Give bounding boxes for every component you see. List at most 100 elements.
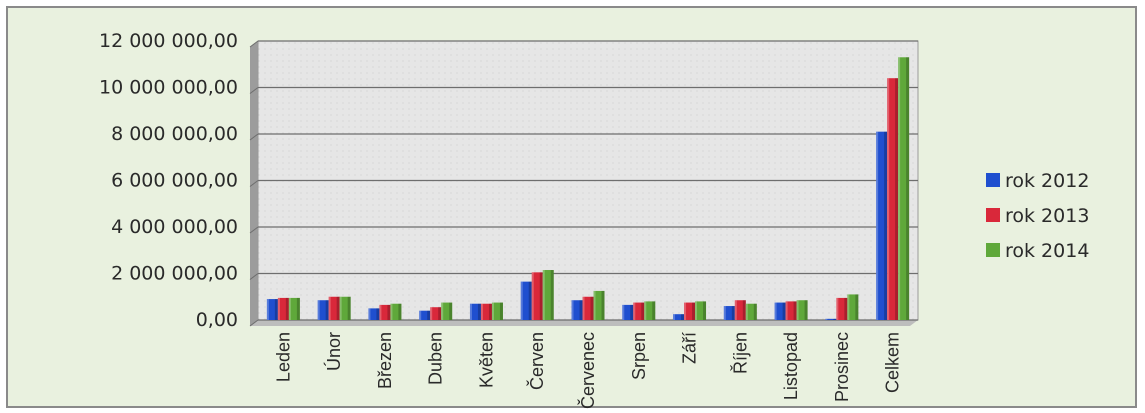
- bar-shade: [427, 310, 431, 320]
- bar-shade: [804, 300, 808, 320]
- bar-highlight: [582, 296, 585, 320]
- bar-front: [774, 302, 786, 320]
- bar-front: [745, 303, 757, 320]
- y-axis: 0,00 2 000 000,00 4 000 000,00 6 000 000,00…: [99, 30, 238, 331]
- bar-shade: [438, 307, 442, 320]
- y-tick-label: 4 000 000,00: [111, 216, 238, 238]
- bar: [734, 300, 746, 320]
- bar: [531, 272, 543, 320]
- bar-shade: [793, 301, 797, 320]
- bar: [582, 296, 594, 320]
- bar-shade: [782, 302, 786, 320]
- bar-shade: [895, 78, 899, 320]
- bar: [328, 296, 340, 320]
- bar-shade: [630, 304, 634, 320]
- bar-shade: [703, 301, 707, 320]
- x-tick-label: Květen: [476, 332, 496, 388]
- bar-highlight: [876, 131, 879, 320]
- bar-highlight: [419, 310, 422, 320]
- bar-highlight: [277, 297, 280, 320]
- bar: [796, 300, 808, 320]
- x-tick-label: Prosinec: [832, 332, 852, 402]
- legend-swatch: [986, 243, 1000, 257]
- bar-shade: [590, 296, 594, 320]
- bar-front: [622, 304, 634, 320]
- y-tick-label: 6 000 000,00: [111, 170, 238, 192]
- bar-highlight: [734, 300, 737, 320]
- bar-front: [847, 294, 859, 320]
- bar-front: [734, 300, 746, 320]
- bar-shade: [477, 303, 481, 320]
- bar-shade: [274, 299, 278, 320]
- bar-front: [266, 299, 278, 320]
- bar-highlight: [520, 281, 523, 320]
- bar-front: [898, 57, 910, 321]
- bar-highlight: [723, 306, 726, 320]
- gridline-depth: [249, 273, 259, 280]
- bar-highlight: [774, 302, 777, 320]
- bar-highlight: [571, 300, 574, 320]
- x-tick-label: Listopad: [781, 332, 801, 400]
- bar-highlight: [796, 300, 799, 320]
- bar-highlight: [745, 303, 748, 320]
- bar-shade: [833, 318, 837, 320]
- bar-shade: [601, 290, 605, 320]
- gridline-depth: [249, 133, 259, 141]
- bar-shade: [731, 306, 735, 320]
- bar-highlight: [542, 270, 545, 320]
- legend-entry: rok 2014: [986, 240, 1089, 262]
- bar: [277, 297, 289, 320]
- bar: [836, 297, 848, 320]
- bar: [266, 299, 278, 320]
- bar: [480, 303, 492, 320]
- bar-highlight: [491, 302, 494, 320]
- bar-shade: [652, 301, 656, 320]
- y-tick-label: 10 000 000,00: [99, 77, 238, 99]
- bar-front: [593, 290, 605, 320]
- bar-shade: [906, 57, 910, 321]
- bar-highlight: [644, 301, 647, 320]
- bar-highlight: [887, 78, 890, 320]
- bar: [339, 296, 351, 320]
- bar-highlight: [593, 290, 596, 320]
- x-tick-label: Duben: [426, 332, 446, 385]
- bar: [774, 302, 786, 320]
- bar-highlight: [390, 303, 393, 320]
- bar-front: [317, 300, 329, 320]
- bar: [593, 290, 605, 320]
- legend-entry: rok 2013: [986, 205, 1089, 227]
- bar-front: [288, 297, 300, 320]
- bar-shade: [550, 270, 554, 320]
- x-tick-label: Únor: [323, 332, 344, 371]
- bar-shade: [844, 297, 848, 320]
- bar-front: [796, 300, 808, 320]
- legend-swatch: [986, 173, 1000, 187]
- x-tick-label: Březen: [375, 332, 395, 389]
- bar-front: [277, 297, 289, 320]
- bar-front: [390, 303, 402, 320]
- legend-entry: rok 2012: [986, 170, 1089, 192]
- bar: [520, 281, 532, 320]
- plot-floor: [250, 320, 918, 326]
- bar-front: [480, 303, 492, 320]
- bar-highlight: [531, 272, 534, 320]
- gridline-depth: [249, 40, 259, 48]
- bar-front: [339, 296, 351, 320]
- bar-highlight: [825, 318, 828, 320]
- bar: [419, 310, 431, 320]
- legend-label: rok 2013: [1005, 205, 1089, 227]
- bar: [571, 300, 583, 320]
- bar: [288, 297, 300, 320]
- y-tick-label: 12 000 000,00: [99, 30, 238, 52]
- bar: [390, 303, 402, 320]
- bar: [622, 304, 634, 320]
- gridline-depth: [249, 319, 259, 327]
- x-tick-label: Září: [680, 332, 700, 364]
- bar-highlight: [328, 296, 331, 320]
- bar-shade: [742, 300, 746, 320]
- bar-highlight: [633, 302, 636, 320]
- x-tick-label: Celkem: [883, 332, 903, 393]
- legend-swatch: [986, 208, 1000, 222]
- legend-label: rok 2012: [1005, 170, 1089, 192]
- bar-front: [419, 310, 431, 320]
